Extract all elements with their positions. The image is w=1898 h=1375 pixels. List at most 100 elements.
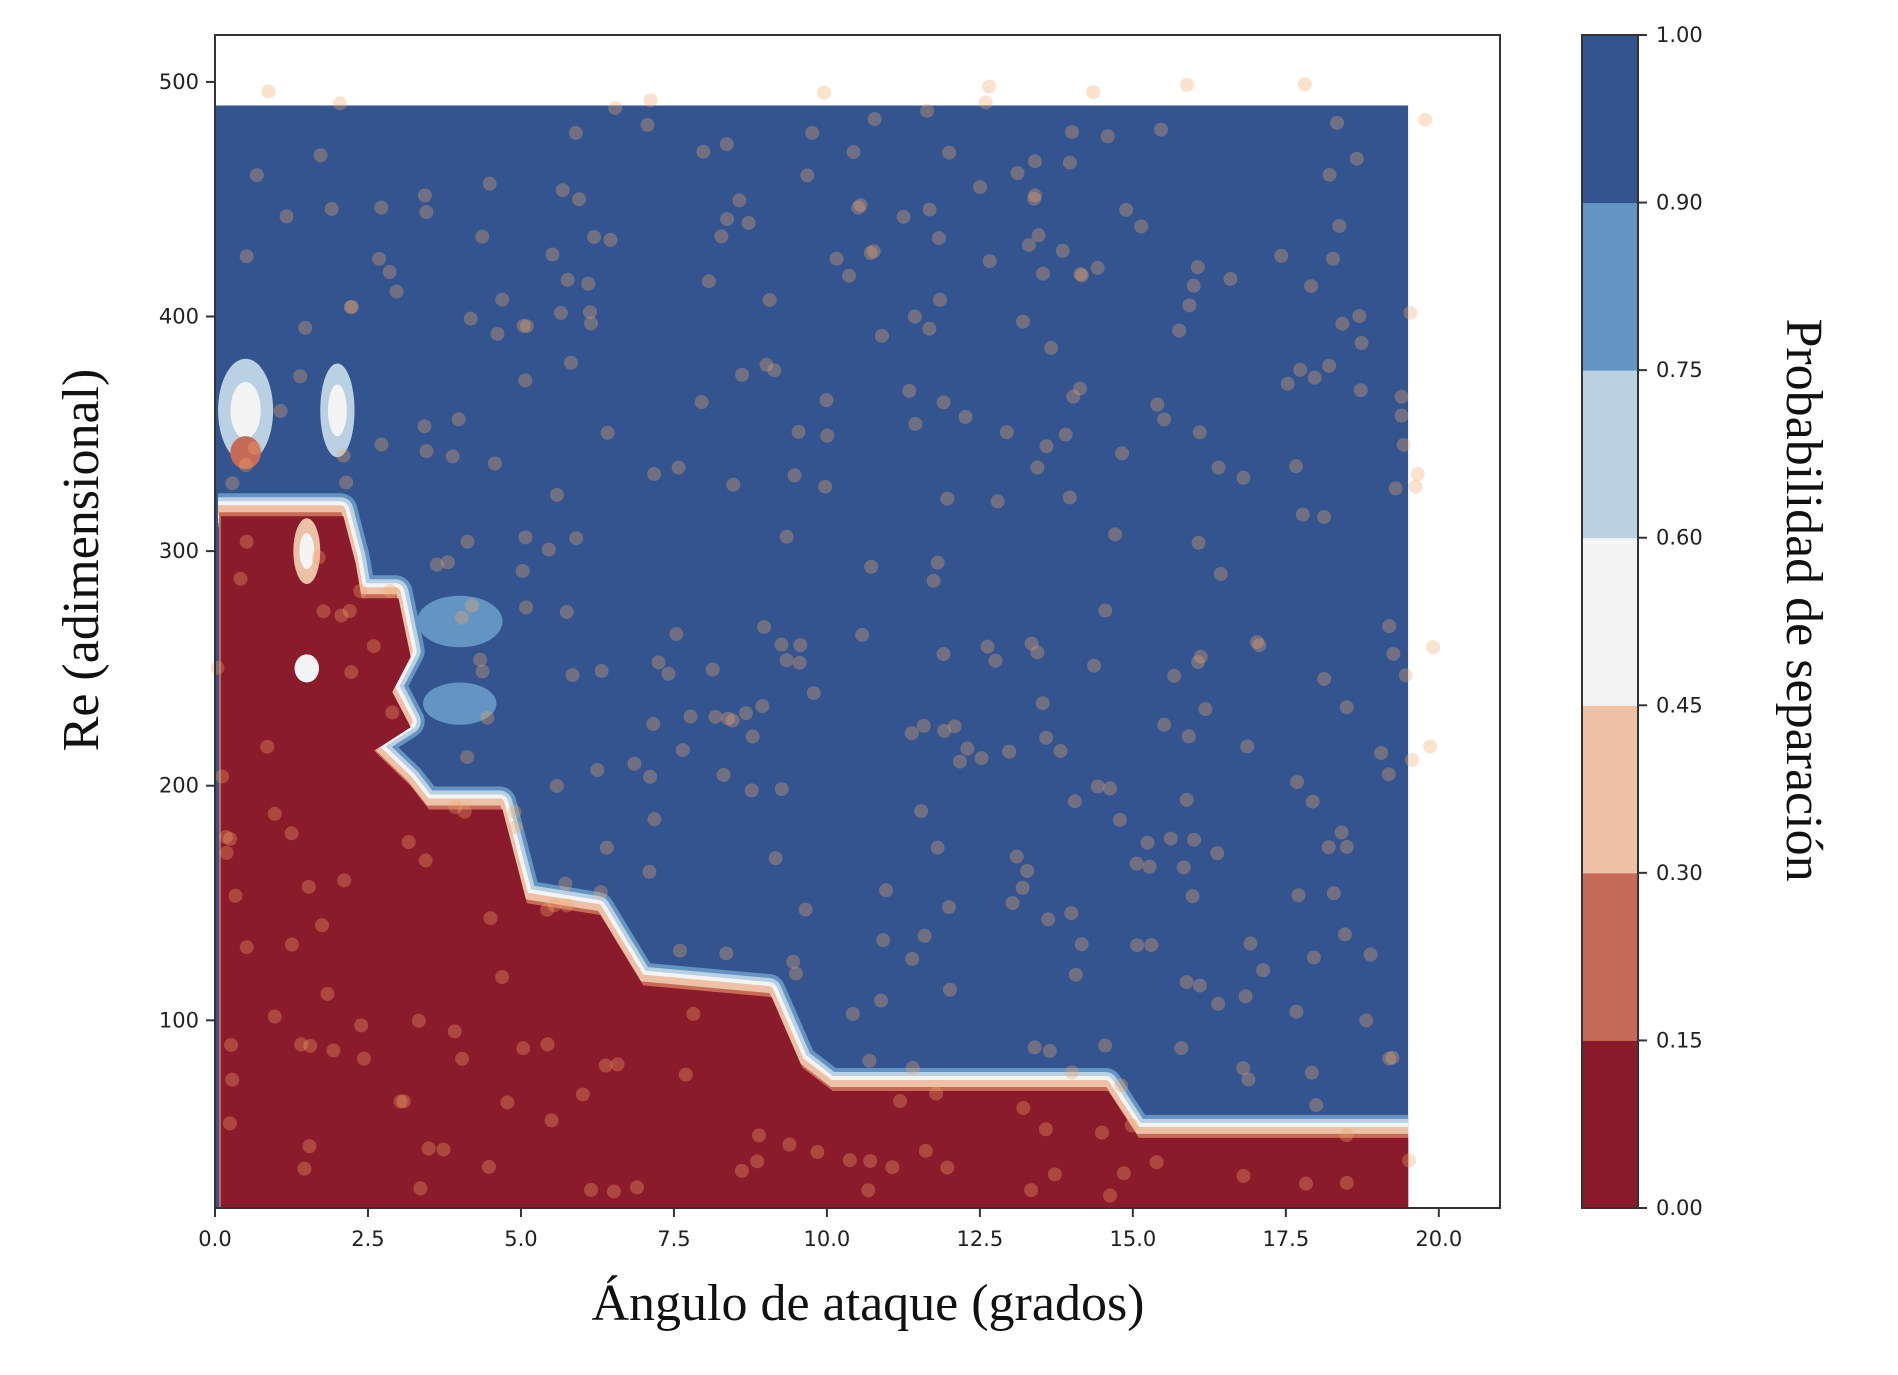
scatter-point [1252, 638, 1267, 653]
scatter-point [1180, 77, 1195, 92]
scatter-point [845, 1006, 860, 1021]
scatter-point [1186, 278, 1201, 293]
scatter-point [672, 943, 687, 958]
scatter-point [787, 468, 802, 483]
scatter-point [544, 1113, 559, 1128]
scatter-point [1065, 125, 1080, 140]
scatter-point [1423, 739, 1438, 754]
scatter-point [930, 555, 945, 570]
scatter-point [482, 176, 497, 191]
scatter-point [1024, 636, 1039, 651]
scatter-point [550, 487, 565, 502]
scatter-point [1385, 1050, 1400, 1065]
colorbar-segment [1582, 202, 1638, 371]
scatter-point [339, 475, 354, 490]
scatter-point [793, 638, 808, 653]
x-tick-label: 10.0 [804, 1227, 851, 1251]
scatter-point [1339, 1128, 1354, 1143]
scatter-point [1210, 846, 1225, 861]
scatter-point [768, 851, 783, 866]
scatter-point [732, 193, 747, 208]
scatter-point [1174, 1041, 1189, 1056]
scatter-point [719, 137, 734, 152]
band-030-045 [218, 505, 1409, 1137]
scatter-point [590, 763, 605, 778]
scatter-point [608, 100, 623, 115]
scatter-point [1374, 745, 1389, 760]
scatter-point [800, 168, 815, 183]
scatter-point [1280, 376, 1295, 391]
scatter-point [1386, 646, 1401, 661]
scatter-point [519, 319, 534, 334]
scatter-point [284, 937, 299, 952]
scatter-point [942, 145, 957, 160]
scatter-point [547, 898, 562, 913]
scatter-point [225, 1072, 240, 1087]
scatter-point [1062, 490, 1077, 505]
scatter-point [671, 460, 686, 475]
scatter-point [988, 653, 1003, 668]
scatter-point [1094, 1125, 1109, 1140]
scatter-point [930, 840, 945, 855]
scatter-point [1039, 730, 1054, 745]
scatter-point [734, 1163, 749, 1178]
scatter-point [490, 326, 505, 341]
scatter-point [932, 292, 947, 307]
scatter-point [864, 559, 879, 574]
scatter-point [344, 299, 359, 314]
scatter-point [445, 449, 460, 464]
scatter-point [708, 709, 723, 724]
scatter-point [1291, 888, 1306, 903]
y-tick-label: 300 [159, 539, 199, 563]
scatter-point [762, 292, 777, 307]
scatter-point [545, 247, 560, 262]
scatter-point [686, 1006, 701, 1021]
scatter-point [798, 902, 813, 917]
scatter-point [1381, 767, 1396, 782]
scatter-point [720, 212, 735, 227]
scatter-point [1119, 202, 1134, 217]
scatter-point [1030, 645, 1045, 660]
scatter-point [876, 933, 891, 948]
scatter-point [879, 883, 894, 898]
scatter-point [669, 627, 684, 642]
x-tick-label: 17.5 [1262, 1227, 1309, 1251]
scatter-point [223, 832, 238, 847]
scatter-point [1309, 1098, 1324, 1113]
scatter-point [239, 534, 254, 549]
scatter-point [353, 583, 368, 598]
scatter-point [922, 202, 937, 217]
scatter-point [926, 573, 941, 588]
scatter-point [1317, 510, 1332, 525]
scatter-point [419, 205, 434, 220]
scatter-point [1363, 947, 1378, 962]
scatter-point [683, 709, 698, 724]
scatter-point [219, 845, 234, 860]
scatter-point [224, 1037, 239, 1052]
scatter-point [1055, 243, 1070, 258]
scatter-point [1129, 856, 1144, 871]
scatter-point [1408, 479, 1423, 494]
scatter-point [483, 911, 498, 926]
scatter-point [978, 95, 993, 110]
scatter-point [600, 425, 615, 440]
axes-frame [214, 34, 1501, 1209]
scatter-point [1058, 427, 1073, 442]
scatter-point [1223, 271, 1238, 286]
scatter-point [1339, 700, 1354, 715]
scatter-point [1418, 112, 1433, 127]
scatter-point [942, 982, 957, 997]
scatter-point [1035, 696, 1050, 711]
scatter-point [515, 563, 530, 578]
scatter-point [862, 1053, 877, 1068]
scatter-point [1010, 166, 1025, 181]
scatter-point [1086, 85, 1101, 100]
scatter-point [1179, 975, 1194, 990]
colorbar-tick-label: 0.75 [1656, 358, 1703, 382]
scatter-point [233, 571, 248, 586]
scatter-point [261, 84, 276, 99]
scatter-point [326, 1043, 341, 1058]
scatter-point [1090, 779, 1105, 794]
scatter-point [1027, 1040, 1042, 1055]
scatter-point [315, 918, 330, 933]
